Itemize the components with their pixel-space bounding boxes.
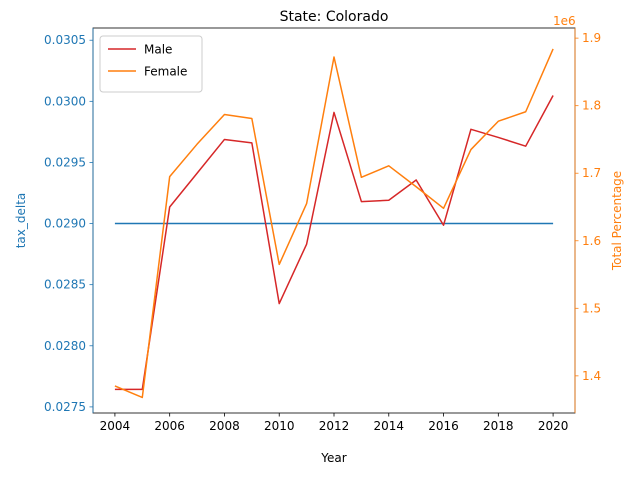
chart-title: State: Colorado [280,9,389,25]
x-tick-label: 2006 [154,419,185,433]
left-y-tick-label: 0.0300 [44,94,86,108]
right-axis-offset-label: 1e6 [553,14,576,28]
x-tick-label: 2020 [538,419,569,433]
x-tick-label: 2012 [319,419,350,433]
right-y-tick-label: 1.8 [582,99,601,113]
legend: Male Female [99,35,203,93]
right-y-axis-label: Total Percentage [610,171,624,271]
legend-label: Male [144,43,172,57]
left-y-tick-label: 0.0285 [44,278,86,292]
x-tick-label: 2008 [209,419,240,433]
left-y-tick-label: 0.0275 [44,400,86,414]
legend-label: Female [144,65,187,79]
x-tick-label: 2010 [264,419,295,433]
right-y-tick-label: 1.5 [582,301,601,315]
x-tick-label: 2016 [428,419,459,433]
series-line-female [114,48,554,399]
left-y-tick-label: 0.0290 [44,217,86,231]
right-y-tick-label: 1.6 [582,234,601,248]
x-axis-label: Year [320,451,346,465]
series-line-male [114,95,554,391]
right-y-tick-label: 1.9 [582,31,601,45]
left-y-tick-label: 0.0305 [44,33,86,47]
x-tick-label: 2004 [100,419,131,433]
left-y-tick-label: 0.0295 [44,155,86,169]
legend-box [99,35,203,93]
x-tick-label: 2014 [373,419,404,433]
left-y-axis-label: tax_delta [14,193,28,249]
right-y-tick-label: 1.7 [582,166,601,180]
right-y-tick-label: 1.4 [582,369,601,383]
left-y-tick-label: 0.0280 [44,339,86,353]
plot-area: 2004 2006 2008 2010 2012 2014 2016 2018 2020 0.02… [44,27,601,433]
x-tick-label: 2018 [483,419,514,433]
